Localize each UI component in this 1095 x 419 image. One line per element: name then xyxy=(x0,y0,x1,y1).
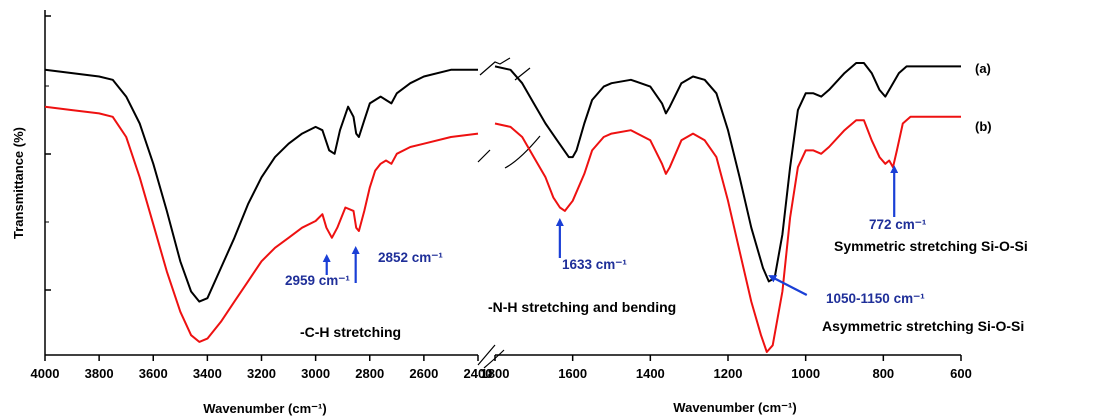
series-group xyxy=(44,62,961,353)
x-tick-label: 1600 xyxy=(558,366,587,381)
x-tick-label: 2800 xyxy=(355,366,384,381)
series-line-a-panel-2 xyxy=(494,62,961,283)
axis-break-symbol xyxy=(504,135,541,169)
axis-break-symbol xyxy=(479,57,511,76)
series-label-b: (b) xyxy=(975,119,992,134)
x-tick-label: 1400 xyxy=(636,366,665,381)
x-tick-label: 3400 xyxy=(193,366,222,381)
note-asym-si-o-si: Asymmetric stretching Si-O-Si xyxy=(822,318,1024,334)
axis-break-symbol xyxy=(483,349,505,369)
peak-arrow-1095 xyxy=(768,275,808,296)
x-tick-label: 3200 xyxy=(247,366,276,381)
peak-label-1050-1150: 1050-1150 cm⁻¹ xyxy=(826,291,925,306)
peak-label-1633: 1633 cm⁻¹ xyxy=(562,257,627,272)
x-tick-label: 1000 xyxy=(791,366,820,381)
x-tick-label: 2600 xyxy=(409,366,438,381)
x-tick-label: 4000 xyxy=(31,366,60,381)
series-label-a: (a) xyxy=(975,61,991,76)
axis-break-symbol xyxy=(477,344,496,366)
x-tick-label: 600 xyxy=(950,366,972,381)
x-tick-label: 3800 xyxy=(85,366,114,381)
axis-break-symbol xyxy=(477,149,491,163)
y-axis-title: Transmittance (%) xyxy=(11,127,26,239)
annotations-group xyxy=(322,165,899,296)
note-sym-si-o-si: Symmetric stretching Si-O-Si xyxy=(834,238,1028,254)
x-ticks-group: 4000 3800 3600 3400 3200 3000 2800 2600 24001800… xyxy=(31,355,972,381)
x-tick-label: 1200 xyxy=(714,366,743,381)
note-nh-stretching: -N-H stretching and bending xyxy=(488,299,676,315)
x-axis-title-left: Wavenumber (cm⁻¹) xyxy=(203,401,326,416)
series-line-b-panel-1 xyxy=(44,105,479,343)
x-tick-label: 3600 xyxy=(139,366,168,381)
series-line-a-panel-1 xyxy=(44,68,478,303)
x-tick-label: 1800 xyxy=(481,366,510,381)
peak-label-2852: 2852 cm⁻¹ xyxy=(378,250,443,265)
x-axis-title-right: Wavenumber (cm⁻¹) xyxy=(673,400,796,415)
x-tick-label: 3000 xyxy=(301,366,330,381)
x-tick-label: 2400 xyxy=(464,366,493,381)
peak-label-772: 772 cm⁻¹ xyxy=(869,217,927,232)
note-ch-stretching: -C-H stretching xyxy=(300,324,401,340)
peak-label-2959: 2959 cm⁻¹ xyxy=(285,273,350,288)
series-line-b-panel-2 xyxy=(494,115,961,353)
x-tick-label: 800 xyxy=(872,366,894,381)
